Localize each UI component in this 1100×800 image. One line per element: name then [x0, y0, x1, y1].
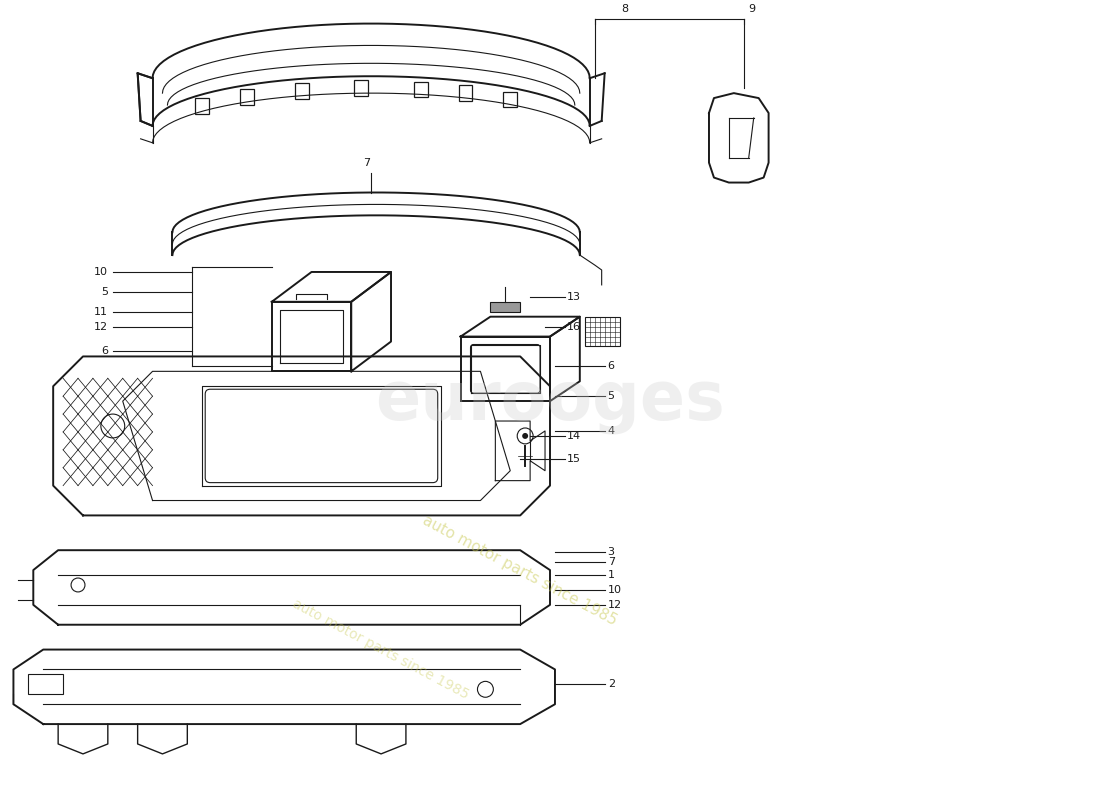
Text: 7: 7 — [607, 557, 615, 567]
Bar — [295, 82, 308, 98]
Text: 3: 3 — [607, 547, 615, 557]
Text: 4: 4 — [607, 426, 615, 436]
Text: 9: 9 — [749, 4, 756, 14]
Text: 7: 7 — [363, 158, 370, 168]
Text: 6: 6 — [101, 346, 108, 357]
Text: 16: 16 — [566, 322, 581, 332]
Text: 6: 6 — [607, 362, 615, 371]
Text: 11: 11 — [94, 306, 108, 317]
Text: 14: 14 — [566, 431, 581, 441]
Bar — [196, 98, 209, 114]
Bar — [491, 302, 520, 312]
Bar — [354, 80, 368, 96]
Text: auto motor parts since 1985: auto motor parts since 1985 — [420, 512, 620, 628]
Text: 5: 5 — [607, 391, 615, 401]
Bar — [414, 82, 428, 98]
Text: 10: 10 — [94, 267, 108, 277]
Circle shape — [522, 433, 528, 439]
Bar — [459, 85, 473, 101]
Text: 15: 15 — [566, 454, 581, 464]
Text: 1: 1 — [607, 570, 615, 580]
Text: 10: 10 — [607, 585, 621, 595]
Bar — [585, 317, 619, 346]
Text: 13: 13 — [566, 292, 581, 302]
Text: 2: 2 — [607, 679, 615, 690]
Text: 8: 8 — [621, 4, 628, 14]
Text: 12: 12 — [607, 600, 621, 610]
Bar — [240, 89, 254, 105]
Text: auto motor parts since 1985: auto motor parts since 1985 — [290, 597, 472, 702]
Bar — [504, 91, 517, 107]
Text: 12: 12 — [94, 322, 108, 332]
Text: eurooges: eurooges — [375, 368, 725, 434]
Text: 5: 5 — [101, 287, 108, 297]
